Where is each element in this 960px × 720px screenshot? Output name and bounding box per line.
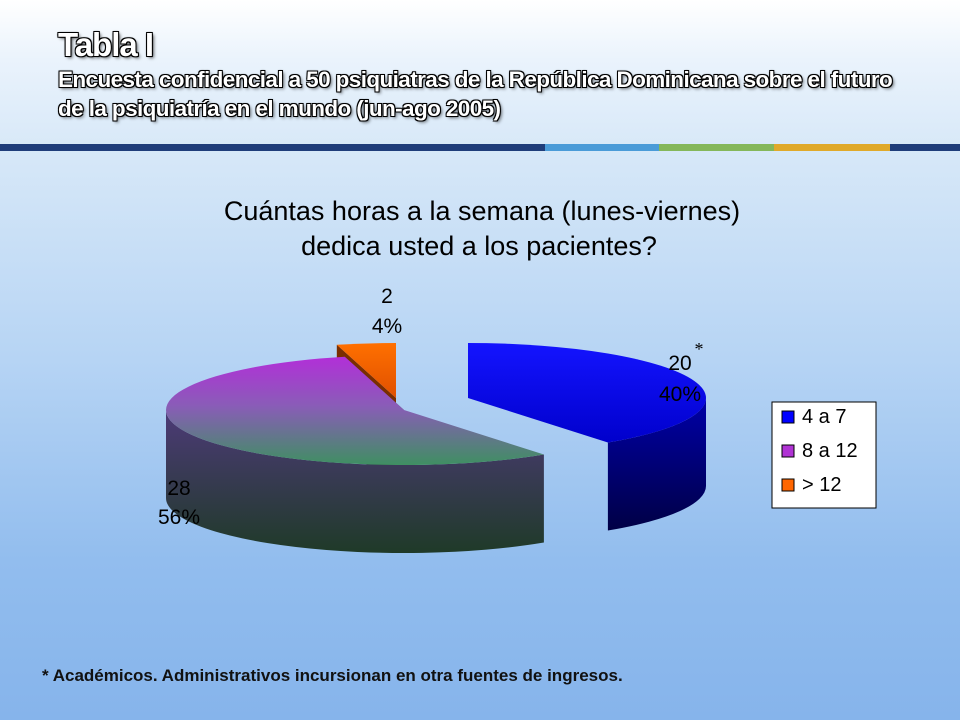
divider-bar-gold bbox=[774, 144, 890, 151]
legend-swatch bbox=[781, 410, 795, 424]
slice-top bbox=[165, 356, 544, 466]
chart-title-line-2: dedica usted a los pacientes? bbox=[301, 231, 657, 261]
legend-label: 8 a 12 bbox=[802, 440, 858, 462]
legend-swatch bbox=[781, 478, 795, 492]
pie-slices bbox=[165, 343, 707, 553]
legend-swatch bbox=[781, 444, 795, 458]
slide-header: Tabla I Encuesta confidencial a 50 psiqu… bbox=[0, 0, 960, 146]
legend-label: > 12 bbox=[802, 474, 841, 496]
data-label-value: 28 bbox=[167, 477, 190, 500]
divider-bar-green bbox=[659, 144, 774, 151]
divider-bar-blue bbox=[545, 144, 659, 151]
data-label-value: 2 bbox=[381, 285, 393, 308]
slice-outer-wall bbox=[166, 410, 544, 553]
pie-slice-4-a-7 bbox=[468, 343, 707, 531]
pie-data-labels: 20 40% * 28 56% 2 4% bbox=[158, 285, 704, 529]
legend: 4 a 7 8 a 12 > 12 bbox=[771, 401, 877, 509]
data-label-percent: 4% bbox=[372, 315, 402, 338]
slice-top bbox=[336, 343, 396, 398]
slide-title: Tabla I bbox=[58, 26, 154, 63]
slice-top bbox=[468, 343, 707, 443]
pie-slice-8-a-12 bbox=[165, 356, 544, 553]
slice-outer-wall bbox=[607, 398, 706, 531]
data-label-percent: 56% bbox=[158, 506, 200, 529]
data-label-asterisk: * bbox=[695, 339, 704, 359]
footnote: * Académicos. Administrativos incursiona… bbox=[42, 666, 623, 685]
divider-bar-navy-end bbox=[890, 144, 960, 151]
divider-bar-navy bbox=[0, 144, 545, 151]
chart-title-line-1: Cuántas horas a la semana (lunes-viernes… bbox=[224, 196, 740, 226]
data-label-percent: 40% bbox=[659, 383, 701, 406]
slide-subtitle: Encuesta confidencial a 50 psiquiatras d… bbox=[58, 67, 893, 121]
legend-label: 4 a 7 bbox=[802, 406, 846, 428]
data-label-value: 20 bbox=[668, 352, 691, 375]
